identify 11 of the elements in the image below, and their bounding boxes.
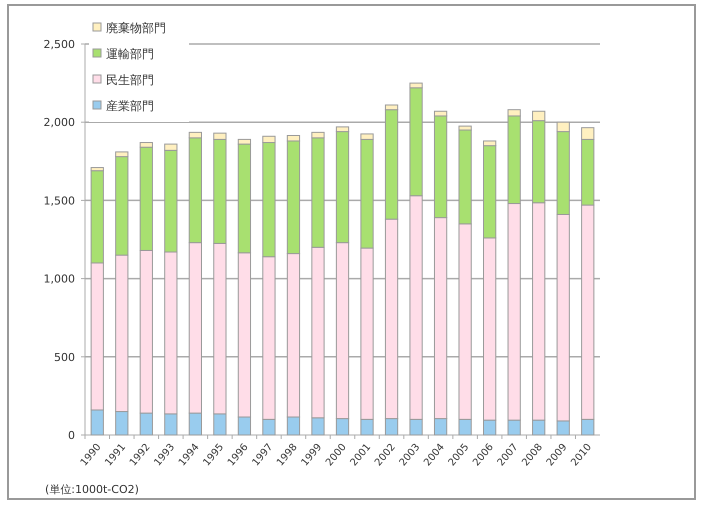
text: (単位:1000t-CO2) [45, 483, 139, 496]
y-tick-label: 2,000 [44, 116, 75, 130]
y-tick-label: 500 [54, 350, 75, 364]
legend-label: 運輸部門 [106, 47, 154, 61]
y-tick-label: 1,500 [44, 194, 75, 208]
legend-label: 民生部門 [106, 73, 154, 87]
legend-label: 廃棄物部門 [106, 21, 166, 35]
legend-label: 産業部門 [106, 99, 154, 113]
y-tick-label: 2,500 [44, 38, 75, 51]
y-tick-label: 0 [68, 429, 75, 442]
y-tick-label: 1,000 [44, 272, 75, 286]
